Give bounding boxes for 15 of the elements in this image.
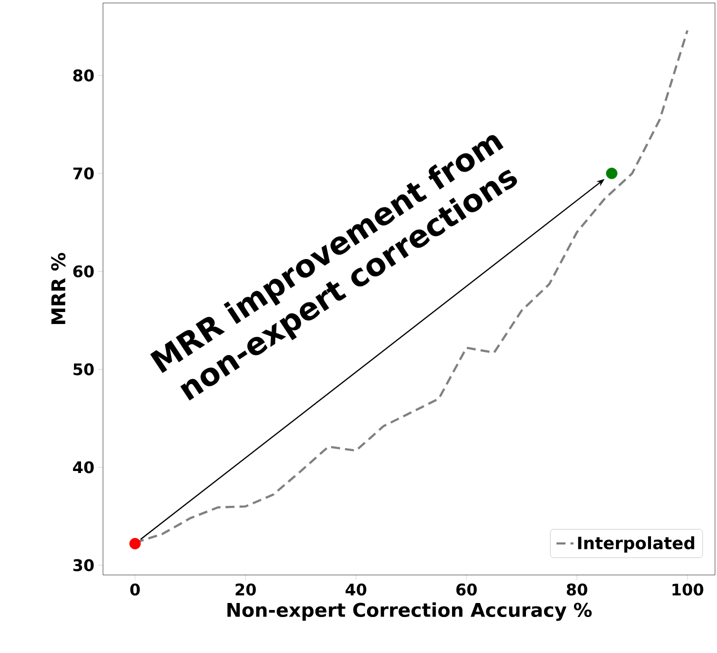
y-tick-label: 50: [74, 363, 94, 376]
y-tick-label: 70: [73, 167, 94, 180]
x-tick-label: 0: [130, 584, 140, 596]
legend-label: Interpolated: [578, 536, 694, 553]
x-tick-label: 60: [456, 584, 477, 596]
x-tick-label: 20: [236, 584, 256, 596]
y-tick-label: 30: [73, 559, 94, 572]
y-tick-label: 40: [73, 461, 94, 474]
y-tick-label: 60: [73, 265, 94, 278]
x-tick-label: 80: [566, 584, 588, 596]
y-tick-label: 80: [73, 69, 94, 82]
y-axis-title: MRR %: [51, 252, 66, 324]
x-tick-label: 40: [346, 584, 366, 596]
x-axis-title: Non-expert Correction Accuracy %: [227, 602, 592, 621]
x-tick-label: 100: [672, 584, 704, 596]
